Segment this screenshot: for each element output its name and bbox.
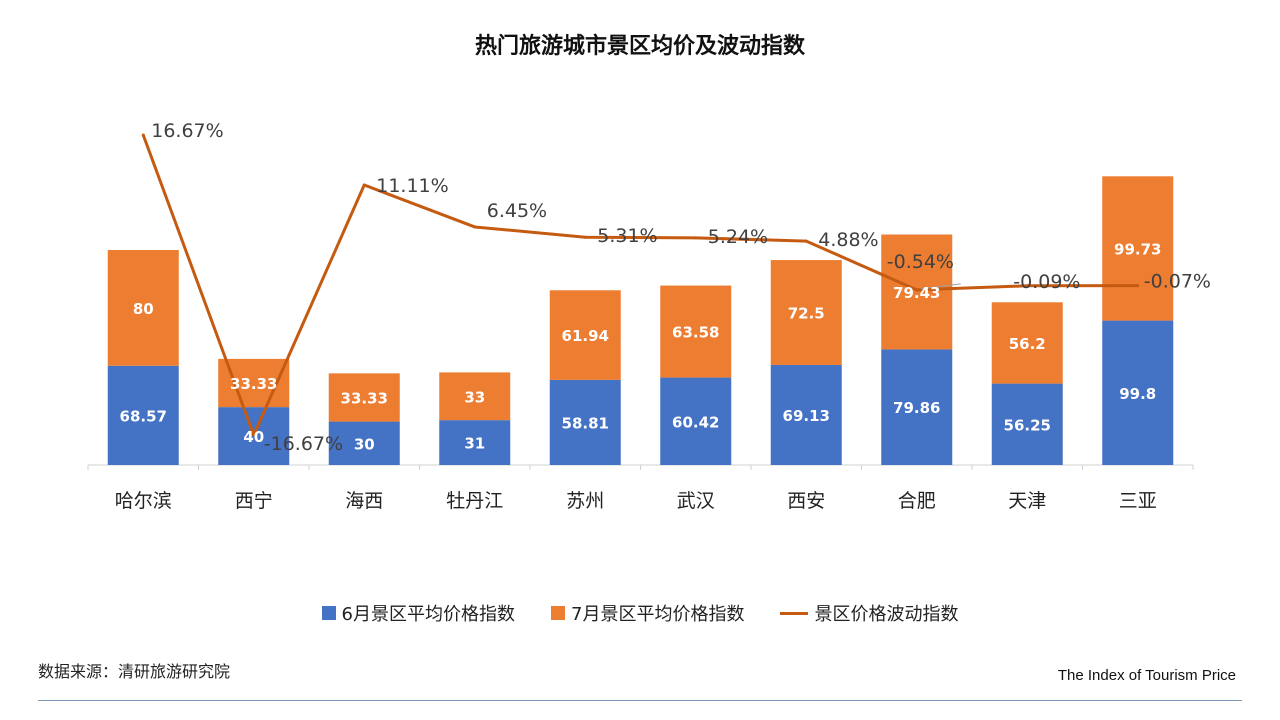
x-tick-label: 天津	[1008, 490, 1046, 512]
bar-july	[328, 373, 400, 422]
bar-june	[991, 383, 1063, 465]
bar-june	[439, 420, 511, 465]
x-tick-label: 西安	[787, 490, 825, 512]
data-label-fluctuation: 6.45%	[487, 200, 547, 222]
bar-june	[107, 365, 179, 465]
legend-swatch-june	[321, 606, 336, 620]
bar-july	[991, 302, 1063, 384]
data-label-july: 79.43	[893, 284, 940, 302]
legend-label-june: 6月景区平均价格指数	[341, 604, 515, 625]
fluctuation-point	[141, 133, 145, 137]
fluctuation-point	[473, 225, 477, 229]
data-label-july: 61.94	[562, 327, 609, 345]
data-label-fluctuation: 11.11%	[376, 175, 448, 197]
data-label-june: 60.42	[672, 413, 719, 431]
data-label-june: 79.86	[893, 399, 940, 417]
chart-title: 热门旅游城市景区均价及波动指数	[474, 34, 805, 59]
bar-june	[881, 349, 953, 465]
legend-item-july: 7月景区平均价格指数	[551, 600, 744, 626]
data-label-june: 69.13	[783, 407, 830, 425]
data-label-june: 40	[243, 428, 264, 446]
brand-label: The Index of Tourism Price	[1057, 667, 1236, 684]
bar-july	[770, 260, 842, 365]
bar-june	[328, 421, 400, 465]
x-tick-label: 武汉	[677, 490, 715, 512]
bar-june	[770, 364, 842, 465]
data-label-july: 99.73	[1114, 240, 1161, 258]
bar-june	[549, 379, 621, 465]
data-label-fluctuation: 4.88%	[818, 229, 878, 251]
fluctuation-point	[1025, 284, 1029, 288]
legend-label-fluctuation: 景区价格波动指数	[814, 604, 959, 625]
bar-july	[881, 234, 953, 350]
bar-july	[1102, 176, 1174, 321]
x-tick-label: 合肥	[898, 490, 936, 512]
data-label-july: 72.5	[788, 305, 825, 323]
data-label-june: 31	[464, 435, 485, 453]
legend-swatch-july	[551, 606, 565, 620]
fluctuation-point	[694, 236, 698, 240]
data-label-july: 33.33	[341, 389, 388, 407]
x-tick-label: 西宁	[235, 490, 273, 512]
data-label-july: 80	[133, 300, 154, 318]
x-tick-label: 苏州	[566, 490, 604, 512]
bar-june	[660, 377, 732, 465]
x-tick-label: 哈尔滨	[115, 490, 172, 512]
legend-item-june: 6月景区平均价格指数	[321, 600, 515, 626]
data-label-july: 33.33	[230, 375, 277, 393]
fluctuation-point	[252, 433, 256, 437]
fluctuation-line	[141, 134, 1138, 437]
x-tick-label: 牡丹江	[446, 490, 503, 512]
label-leader-line	[920, 283, 961, 290]
data-label-fluctuation: -0.07%	[1144, 271, 1211, 293]
data-label-fluctuation: -0.09%	[1013, 271, 1080, 293]
data-label-june: 30	[354, 435, 375, 453]
bar-july	[107, 250, 179, 366]
x-tick-label: 三亚	[1119, 490, 1157, 512]
fluctuation-point	[804, 239, 808, 243]
data-label-fluctuation: 5.24%	[708, 226, 768, 248]
data-source: 数据来源：清研旅游研究院	[38, 662, 231, 681]
footer-divider	[38, 700, 1242, 701]
legend-label-july: 7月景区平均价格指数	[571, 604, 745, 625]
data-label-june: 58.81	[562, 414, 609, 432]
legend-item-fluctuation: 景区价格波动指数	[780, 600, 958, 626]
fluctuation-point	[1136, 284, 1140, 288]
data-label-june: 68.57	[120, 407, 167, 425]
data-label-fluctuation: -0.54%	[887, 251, 954, 273]
data-label-fluctuation: 16.67%	[151, 120, 223, 142]
data-label-july: 63.58	[672, 324, 719, 342]
data-label-june: 99.8	[1119, 385, 1156, 403]
data-label-fluctuation: 5.31%	[597, 225, 657, 247]
data-label-fluctuation: -16.67%	[264, 433, 343, 455]
data-label-june: 56.25	[1004, 416, 1051, 434]
legend-swatch-fluctuation	[780, 611, 809, 615]
bar-july	[549, 290, 621, 380]
legend: 6月景区平均价格指数 7月景区平均价格指数 景区价格波动指数	[0, 600, 1280, 626]
chart-plot: 68.57 80 哈尔滨 40 33.33 西宁 30 33.33 海西 31 33 牡丹江 58.81…	[87, 120, 1211, 512]
fluctuation-point	[583, 235, 587, 239]
data-label-july: 56.2	[1009, 335, 1046, 353]
x-tick-label: 海西	[345, 490, 383, 512]
bar-july	[439, 372, 511, 421]
fluctuation-point	[915, 288, 919, 292]
bar-june	[1102, 320, 1174, 465]
fluctuation-point	[362, 183, 366, 187]
data-label-july: 33	[464, 388, 485, 406]
bar-july	[660, 285, 732, 378]
